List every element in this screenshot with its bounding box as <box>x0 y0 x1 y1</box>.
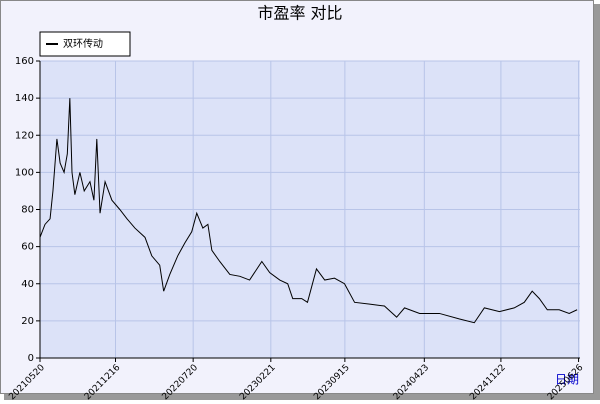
shadow <box>4 394 600 400</box>
legend: 双环传动 <box>39 31 131 57</box>
y-tick-label: 140 <box>15 93 34 104</box>
y-tick-label: 20 <box>21 316 34 327</box>
y-tick-label: 160 <box>15 56 34 67</box>
y-tick-label: 120 <box>15 130 34 141</box>
y-tick-label: 60 <box>21 242 34 253</box>
y-tick-label: 0 <box>28 353 34 364</box>
y-tick-label: 80 <box>21 205 34 216</box>
legend-label: 双环传动 <box>63 38 103 50</box>
y-tick-label: 100 <box>15 167 34 178</box>
line-series <box>39 98 578 324</box>
shadow <box>594 4 600 400</box>
x-axis-label: 日期 <box>555 373 579 387</box>
y-tick-label: 40 <box>21 279 34 290</box>
chart-title: 市盈率 对比 <box>257 4 342 23</box>
